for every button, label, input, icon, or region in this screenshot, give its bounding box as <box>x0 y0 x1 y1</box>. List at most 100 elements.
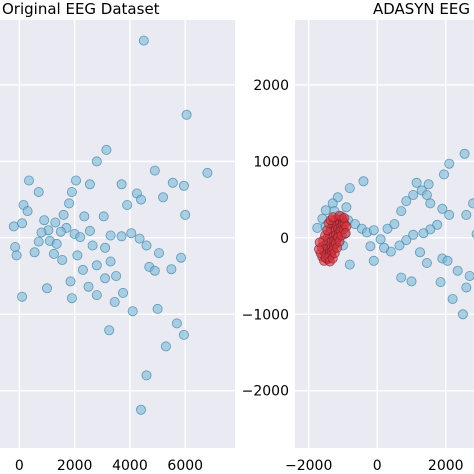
scatter-point <box>58 209 69 220</box>
scatter-point <box>340 228 351 239</box>
scatter-point <box>48 248 59 259</box>
scatter-point <box>22 206 33 217</box>
scatter-point <box>423 179 434 190</box>
scatter-point <box>33 236 44 247</box>
scatter-point <box>181 109 192 120</box>
scatter-point <box>468 198 474 209</box>
scatter-point <box>365 241 376 252</box>
scatter-point <box>100 242 111 253</box>
scatter-point <box>461 282 472 293</box>
scatter-point <box>138 35 149 46</box>
scatter-point <box>104 325 115 336</box>
scatter-point <box>105 230 116 241</box>
scatter-point <box>91 290 102 301</box>
scatter-point <box>111 270 122 281</box>
scatter-point <box>84 179 95 190</box>
scatter-point <box>10 241 21 252</box>
scatter-point <box>75 232 86 243</box>
scatter-point <box>452 265 463 276</box>
scatter-point <box>118 287 129 298</box>
scatter-point <box>65 276 76 287</box>
scatter-point <box>149 165 160 176</box>
scatter-point <box>464 271 474 281</box>
scatter-point <box>389 219 400 230</box>
left-scatter-panel: 0 2000 4000 6000 Original EEG Dataset <box>0 0 235 474</box>
scatter-point <box>66 186 77 197</box>
scatter-point <box>408 189 419 200</box>
scatter-point <box>406 276 417 287</box>
scatter-point <box>341 202 352 213</box>
right-scatter-panel: −2000 0 2000 −2000 −1000 0 1000 2000 ADASYN EEG <box>242 0 474 474</box>
scatter-point <box>382 223 393 234</box>
scatter-point <box>312 222 323 233</box>
scatter-point <box>141 370 152 381</box>
data-points <box>8 35 213 415</box>
scatter-point <box>414 247 425 258</box>
scatter-point <box>109 296 120 307</box>
y-tick-label: −1000 <box>242 307 289 323</box>
scatter-point <box>42 283 53 294</box>
scatter-point <box>444 158 455 169</box>
scatter-point <box>134 233 145 244</box>
scatter-point <box>39 215 50 226</box>
scatter-point <box>29 247 40 258</box>
scatter-point <box>91 260 102 271</box>
scatter-point <box>447 293 458 304</box>
scatter-point <box>408 229 419 240</box>
scatter-point <box>11 250 22 261</box>
scatter-point <box>122 199 133 210</box>
scatter-point <box>116 179 127 190</box>
y-tick-label: 2000 <box>253 78 289 94</box>
scatter-point <box>166 264 177 275</box>
scatter-point <box>152 303 163 314</box>
data-points <box>312 148 474 320</box>
scatter-point <box>126 228 137 239</box>
scatter-point <box>344 183 355 194</box>
scatter-point <box>344 259 355 270</box>
scatter-point <box>421 189 432 200</box>
scatter-point <box>87 240 98 251</box>
scatter-point <box>180 209 191 220</box>
scatter-point <box>84 225 95 236</box>
scatter-point <box>55 226 66 237</box>
y-tick-label: −2000 <box>242 384 289 400</box>
scatter-point <box>77 264 88 275</box>
scatter-point <box>141 240 152 251</box>
scatter-point <box>83 281 94 292</box>
scatter-point <box>401 235 412 246</box>
scatter-point <box>178 180 189 191</box>
scatter-point <box>79 211 90 222</box>
scatter-point <box>437 203 448 214</box>
scatter-point <box>98 211 109 222</box>
chart-title: Original EEG Dataset <box>2 0 160 18</box>
scatter-point <box>418 228 429 239</box>
scatter-point <box>368 225 379 236</box>
scatter-point <box>394 240 405 251</box>
scatter-point <box>176 252 187 263</box>
scatter-point <box>127 306 138 317</box>
scatter-point <box>72 250 83 261</box>
chart-title: ADASYN EEG <box>373 0 470 18</box>
scatter-point <box>71 175 82 186</box>
scatter-point <box>444 209 455 220</box>
scatter-point <box>167 177 178 188</box>
scatter-point <box>401 196 412 207</box>
scatter-point <box>339 212 350 223</box>
y-tick-label: 1000 <box>253 154 289 170</box>
scatter-point <box>135 194 146 205</box>
scatter-point <box>459 148 470 159</box>
scatter-point <box>368 255 379 266</box>
scatter-point <box>8 221 19 232</box>
scatter-point <box>101 144 112 155</box>
scatter-point <box>396 206 407 217</box>
scatter-point <box>36 227 47 238</box>
scatter-point <box>33 186 44 197</box>
scatter-point <box>442 255 453 266</box>
x-tick-label: −2000 <box>285 458 332 474</box>
scatter-point <box>160 341 171 352</box>
x-tick-label: 4000 <box>112 458 148 474</box>
x-tick-label: 2000 <box>428 458 464 474</box>
scatter-point <box>23 175 34 186</box>
scatter-point <box>457 309 468 320</box>
